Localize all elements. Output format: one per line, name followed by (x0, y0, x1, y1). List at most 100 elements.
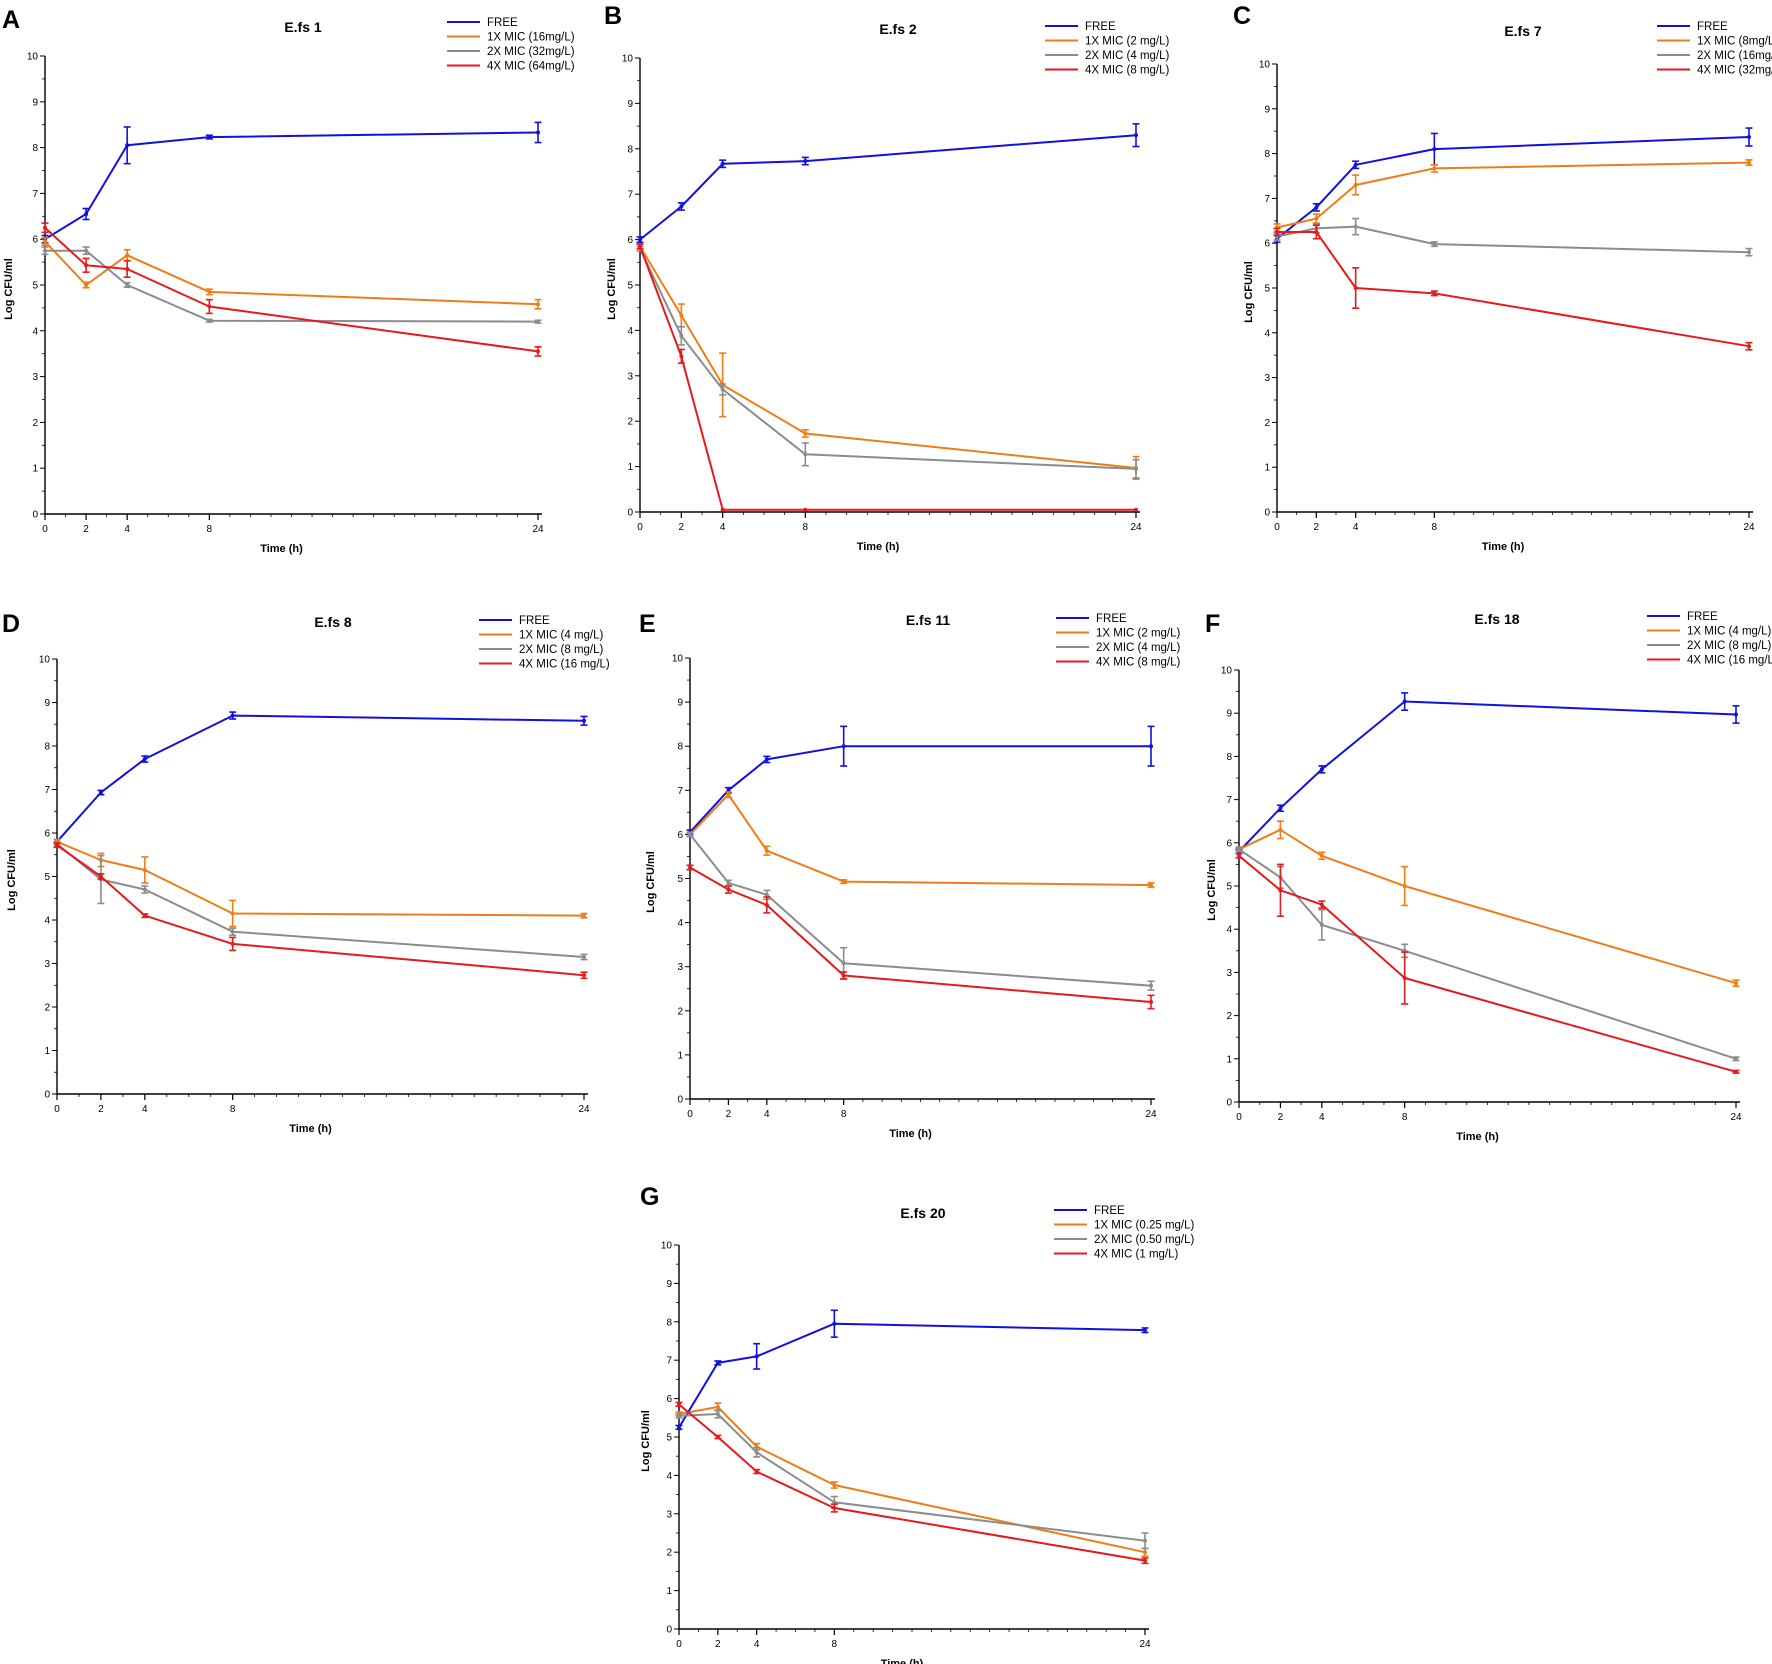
data-point (230, 713, 235, 718)
y-tick-label: 1 (44, 1046, 50, 1057)
data-point (1734, 981, 1738, 986)
legend-entry-2x: 2X MIC (16mg/L) (1657, 50, 1772, 62)
y-tick-label: 10 (672, 654, 684, 665)
data-point (832, 1483, 837, 1487)
data-point (84, 283, 89, 287)
x-tick-label: 2 (1314, 522, 1320, 533)
x-tick-label: 24 (1730, 1112, 1742, 1123)
series-line (1238, 855, 1737, 1073)
series-line (56, 843, 585, 958)
data-point (1353, 224, 1358, 229)
data-point (679, 354, 684, 359)
data-point (207, 289, 212, 294)
data-point (125, 253, 130, 258)
series-line (44, 240, 539, 306)
data-point (1143, 1538, 1147, 1543)
y-tick-label: 9 (666, 1279, 672, 1290)
series-4x (675, 1401, 1149, 1565)
legend-label: FREE (1096, 613, 1127, 625)
x-axis-label: Time (h) (881, 1658, 924, 1664)
data-point (1149, 744, 1153, 749)
legend-entry-1x: 1X MIC (8mg/L) (1657, 36, 1772, 48)
data-point (84, 263, 89, 268)
series-free (41, 121, 542, 244)
y-tick-label: 8 (32, 143, 38, 154)
series-4x (41, 222, 542, 357)
data-point (142, 757, 147, 762)
data-point (679, 313, 684, 318)
data-point (1353, 182, 1358, 187)
data-point (536, 130, 540, 135)
y-tick-label: 4 (627, 326, 633, 337)
data-point (832, 1506, 837, 1511)
legend-entry-4x: 4X MIC (64mg/L) (447, 61, 575, 73)
legend-entry-1x: 1X MIC (4 mg/L) (479, 630, 604, 642)
data-point (142, 913, 147, 918)
panel-letter: E (639, 610, 656, 638)
series-free (675, 1309, 1149, 1431)
data-point (98, 790, 103, 795)
series-4x (53, 842, 588, 980)
y-tick-label: 0 (32, 510, 38, 521)
data-point (43, 248, 47, 253)
data-point (1149, 983, 1153, 988)
y-tick-label: 6 (44, 829, 50, 840)
y-tick-label: 7 (677, 786, 683, 797)
data-point (754, 1469, 759, 1474)
y-tick-label: 0 (1264, 508, 1270, 519)
y-tick-label: 4 (666, 1471, 672, 1482)
y-tick-label: 8 (1264, 149, 1270, 160)
data-point (582, 913, 586, 918)
chart-title: E.fs 20 (900, 1205, 945, 1221)
x-tick-label: 24 (1145, 1109, 1157, 1120)
data-point (125, 266, 130, 271)
legend-entry-2x: 2X MIC (4 mg/L) (1056, 642, 1181, 654)
panel-letter: B (604, 2, 622, 30)
y-tick-label: 8 (44, 742, 50, 753)
series-free (53, 711, 588, 845)
x-tick-label: 4 (754, 1639, 760, 1650)
data-point (1402, 699, 1407, 704)
legend-entry-free: FREE (479, 615, 550, 627)
data-point (1319, 902, 1324, 907)
series-2x (53, 840, 588, 961)
x-tick-label: 0 (637, 522, 643, 533)
data-point (207, 304, 212, 309)
data-point (715, 1435, 720, 1439)
y-tick-label: 9 (677, 698, 683, 709)
legend-label: 1X MIC (8mg/L) (1697, 36, 1772, 48)
data-point (764, 757, 769, 762)
data-point (803, 431, 808, 436)
data-point (679, 204, 684, 209)
chart-title: E.fs 11 (906, 612, 951, 628)
data-point (1275, 230, 1279, 234)
data-point (726, 792, 731, 797)
x-tick-label: 24 (578, 1104, 590, 1115)
y-tick-label: 5 (44, 872, 50, 883)
x-tick-label: 8 (1402, 1112, 1408, 1123)
y-tick-label: 2 (32, 418, 38, 429)
y-tick-label: 9 (44, 698, 50, 709)
y-tick-label: 5 (32, 281, 38, 292)
legend-label: 4X MIC (1 mg/L) (1094, 1249, 1179, 1261)
data-point (1432, 147, 1437, 152)
y-tick-label: 3 (627, 371, 633, 382)
legend-label: 4X MIC (64mg/L) (487, 61, 575, 73)
legend-entry-2x: 2X MIC (0.50 mg/L) (1054, 1234, 1195, 1246)
y-tick-label: 0 (666, 1625, 672, 1636)
series-line (689, 793, 1152, 887)
panel-letter: F (1205, 610, 1220, 638)
legend-label: FREE (1687, 611, 1718, 623)
legend-label: 4X MIC (32mg/L) (1697, 65, 1772, 77)
y-tick-label: 5 (666, 1433, 672, 1444)
chart-title: E.fs 18 (1474, 611, 1519, 627)
y-tick-label: 4 (1226, 925, 1232, 936)
y-tick-label: 6 (627, 235, 633, 246)
series-line (639, 134, 1137, 241)
chart-title: E.fs 2 (879, 21, 917, 37)
series-1x (53, 838, 588, 928)
series-line (56, 714, 585, 843)
legend-label: FREE (1094, 1205, 1125, 1217)
legend-entry-2x: 2X MIC (8 mg/L) (1647, 640, 1772, 652)
